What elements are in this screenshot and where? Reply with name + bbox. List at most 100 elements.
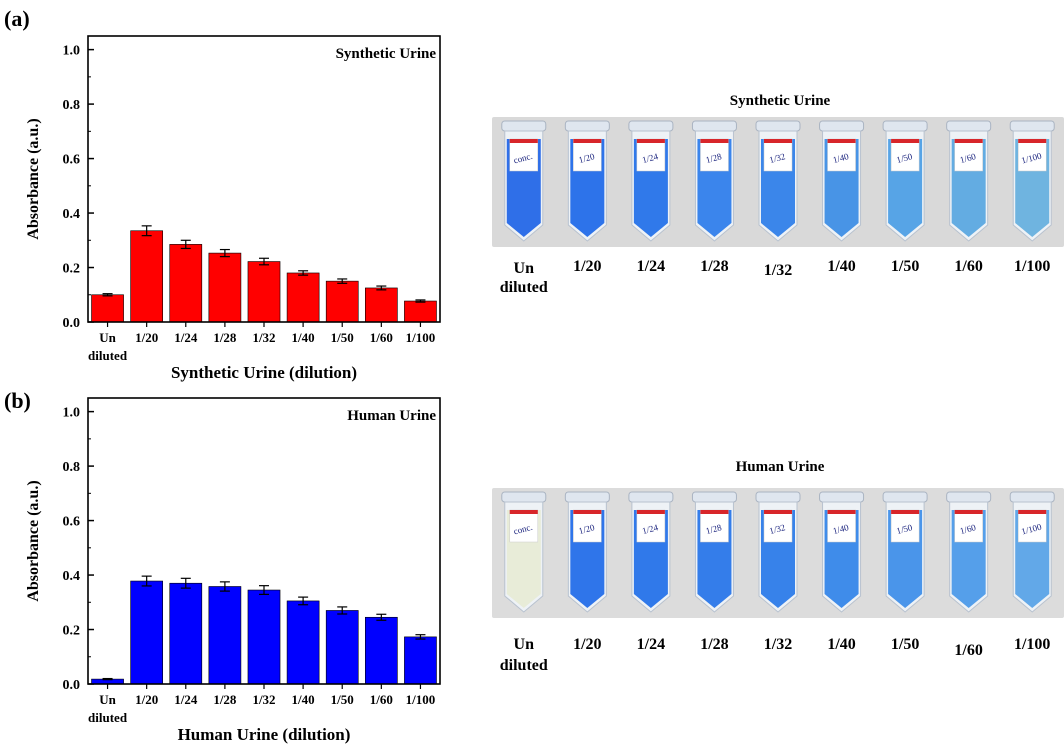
tube-cap [819, 120, 865, 132]
tube-sticker-stripe [509, 139, 538, 143]
tube: conc. [501, 120, 547, 242]
bar [208, 252, 242, 323]
tube: 1/40 [819, 491, 865, 613]
chart-title: Human Urine [347, 408, 436, 424]
photo-tube-label: 1/100 [1013, 636, 1051, 653]
tube-sticker-text: 1/60 [959, 522, 978, 536]
photo-tube-label: 1/50 [890, 636, 920, 653]
photo-tube-label: 1/40 [827, 636, 856, 653]
tube-sticker-text: 1/50 [895, 522, 914, 536]
x-tick-label: Un [99, 330, 116, 345]
bar [91, 294, 124, 323]
tube-sticker [1017, 509, 1047, 543]
photo-tube-label: 1/20 [573, 258, 602, 275]
photo-tube-label: 1/32 [763, 636, 793, 653]
tube-sticker [890, 509, 920, 543]
photo-tube-label: 1/100 [1013, 258, 1051, 275]
tube-sticker-stripe [827, 510, 856, 514]
tube-sticker-text: 1/24 [641, 522, 660, 536]
x-tick-label: 1/60 [370, 330, 393, 345]
tube-sticker-stripe [1018, 510, 1047, 514]
tube: 1/100 [1009, 120, 1055, 242]
y-tick-label: 0.4 [63, 569, 81, 584]
x-axis-label: Human Urine (dilution) [178, 725, 351, 744]
x-tick-label: 1/32 [252, 330, 275, 345]
x-axis-label: Synthetic Urine (dilution) [171, 363, 357, 382]
y-axis-label: Absorbance (a.u.) [25, 480, 42, 601]
chart-human-urine: Absorbance (a.u.) 0.0 0.2 0.4 0.6 0.8 1.0 Un dil… [25, 397, 441, 744]
bar [169, 582, 203, 685]
photo-synthetic-urine-tubes: conc. 1/20 1/24 1/28 1/32 1/40 1/50 1/60 1/100 [492, 117, 1064, 247]
tube-sticker-text: 1/32 [768, 151, 786, 165]
tube-sticker-text: conc. [512, 522, 533, 537]
tube-sticker-text: 1/20 [578, 151, 597, 165]
tube-sticker-stripe [764, 139, 792, 143]
tube-sticker-stripe [573, 510, 602, 514]
tube-sticker-stripe [509, 510, 538, 514]
x-tick-label: 1/24 [174, 692, 198, 707]
y-tick-label: 0.0 [63, 316, 81, 331]
tube-sticker-stripe [891, 139, 920, 143]
tube-sticker-stripe [636, 510, 665, 514]
chart-synthetic-urine: Absorbance (a.u.) 0.0 0.2 0.4 0.6 0.8 1.0 Un dil… [25, 35, 441, 382]
y-tick-label: 0.8 [63, 460, 81, 475]
photo-title-synthetic: Synthetic Urine [729, 93, 831, 109]
tube: 1/60 [946, 120, 992, 242]
panel-label-b: (b) [4, 388, 31, 413]
tube-cap [1009, 491, 1055, 503]
tube-sticker [573, 138, 602, 172]
x-tick-label: 1/100 [406, 692, 436, 707]
tube-sticker-text: 1/24 [641, 151, 660, 165]
tube-sticker-stripe [700, 139, 729, 143]
tube-sticker-text: 1/28 [705, 522, 724, 536]
photo-tube-label: 1/32 [763, 262, 793, 279]
bar [286, 272, 320, 323]
bar [130, 230, 164, 323]
tube-cap [564, 120, 610, 132]
tube-sticker [700, 509, 729, 543]
tube-sticker [509, 138, 539, 172]
y-tick-label: 0.0 [63, 678, 81, 693]
photo-tube-label-line2: diluted [499, 657, 548, 674]
tube-cap [501, 120, 547, 132]
photo-tube-label: 1/40 [827, 258, 856, 275]
tube: 1/100 [1009, 491, 1055, 613]
tube-cap [755, 120, 801, 132]
tube-cap [691, 491, 737, 503]
photo-tube-label: 1/20 [573, 636, 602, 653]
tube-cap [882, 491, 928, 503]
tube-cap [819, 491, 865, 503]
tube-sticker-text: 1/32 [768, 522, 786, 536]
y-tick-label: 1.0 [63, 406, 81, 421]
tube-sticker-stripe [891, 510, 920, 514]
tube-cap [691, 120, 737, 132]
tube-sticker [636, 509, 666, 543]
tube-sticker [954, 138, 983, 172]
tube-cap [882, 120, 928, 132]
tube: conc. [501, 491, 547, 613]
photo-human-urine-tubes: conc. 1/20 1/24 1/28 1/32 1/40 1/50 1/60 1/100 [492, 488, 1064, 618]
photo-tube-label: 1/24 [636, 258, 666, 275]
tube-sticker [509, 509, 539, 543]
x-tick-label: 1/28 [213, 330, 237, 345]
tube-sticker-text: 1/20 [578, 522, 597, 536]
tube-sticker-text: 1/28 [705, 151, 724, 165]
bar [325, 610, 359, 685]
bar [169, 244, 203, 323]
photo-tube-label: 1/50 [890, 258, 920, 275]
photo-title-human: Human Urine [735, 459, 825, 475]
tube: 1/20 [564, 120, 610, 242]
photo-tube-label: 1/28 [700, 258, 729, 275]
x-tick-label: 1/100 [406, 330, 436, 345]
photo-tube-label: 1/60 [954, 258, 983, 275]
bar [404, 636, 437, 685]
tube-sticker [954, 509, 983, 543]
plot-frame [87, 35, 441, 323]
tube-sticker-stripe [954, 139, 983, 143]
tube-sticker [1017, 138, 1047, 172]
tube-sticker-text: 1/60 [959, 151, 978, 165]
tube-sticker-stripe [1018, 139, 1047, 143]
bar [130, 580, 164, 685]
bar [364, 287, 398, 323]
tube: 1/50 [882, 491, 928, 613]
